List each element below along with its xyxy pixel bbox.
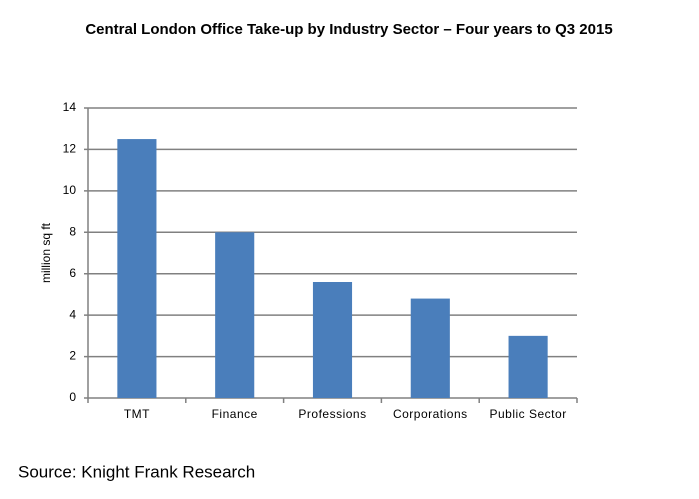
bar — [117, 139, 157, 399]
y-tick-label: 8 — [69, 224, 76, 238]
x-tick-label: TMT — [124, 407, 150, 421]
y-tick-label: 14 — [63, 100, 77, 114]
chart-title: Central London Office Take-up by Industr… — [85, 21, 612, 38]
x-tick-label: Corporations — [393, 407, 468, 421]
x-tick-label: Finance — [212, 407, 258, 421]
x-tick-label: Public Sector — [489, 407, 566, 421]
bar — [215, 232, 255, 398]
x-tick-label: Professions — [298, 407, 366, 421]
y-axis-label: million sq ft — [39, 222, 53, 283]
bar — [312, 282, 353, 398]
y-tick-label: 0 — [69, 390, 76, 404]
bar — [508, 335, 548, 398]
source: Source: Knight Frank Research — [18, 462, 255, 481]
y-tick-label: 6 — [69, 266, 76, 280]
bar — [410, 298, 450, 398]
y-tick-label: 4 — [69, 307, 76, 321]
y-tick-label: 2 — [69, 349, 76, 363]
y-tick-label: 12 — [63, 142, 77, 156]
y-tick-label: 10 — [63, 183, 77, 197]
